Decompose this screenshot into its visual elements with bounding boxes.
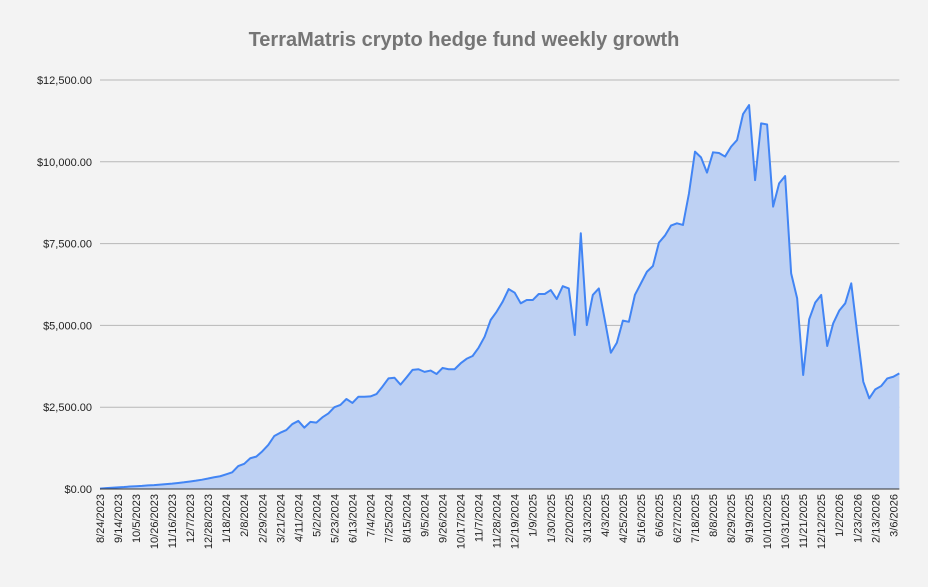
x-tick-label: 4/3/2025 <box>600 494 612 537</box>
x-tick-label: 10/26/2023 <box>149 494 161 549</box>
x-tick-label: 6/6/2025 <box>654 494 666 537</box>
x-tick-label: 9/19/2025 <box>744 494 756 543</box>
x-tick-label: 8/24/2023 <box>95 494 107 543</box>
x-tick-label: 1/23/2026 <box>852 494 864 543</box>
y-tick-label: $10,000.00 <box>37 157 92 169</box>
x-tick-label: 12/12/2025 <box>816 494 828 549</box>
x-tick-label: 11/28/2024 <box>492 494 504 548</box>
x-tick-label: 7/18/2025 <box>690 494 702 543</box>
x-tick-label: 3/13/2025 <box>582 494 594 543</box>
x-tick-label: 11/21/2025 <box>798 494 810 548</box>
y-tick-label: $7,500.00 <box>43 239 92 251</box>
x-tick-label: 9/5/2024 <box>420 494 432 537</box>
y-tick-label: $12,500.00 <box>37 75 92 87</box>
x-tick-label: 7/4/2024 <box>365 494 377 537</box>
area-fill <box>100 105 900 490</box>
x-tick-label: 3/21/2024 <box>275 494 287 543</box>
x-tick-label: 1/2/2026 <box>834 494 846 537</box>
series-line <box>99 104 900 490</box>
x-tick-label: 5/23/2024 <box>329 494 341 543</box>
x-tick-label: 12/28/2023 <box>203 494 215 549</box>
x-tick-label: 6/13/2024 <box>347 494 359 543</box>
x-tick-label: 10/31/2025 <box>780 494 792 549</box>
x-tick-label: 10/17/2024 <box>456 494 468 549</box>
x-tick-label: 1/30/2025 <box>546 494 558 543</box>
x-tick-label: 8/8/2025 <box>708 494 720 537</box>
x-tick-label: 12/7/2023 <box>185 494 197 543</box>
x-tick-label: 11/16/2023 <box>167 494 179 548</box>
x-tick-label: 3/6/2026 <box>888 494 900 537</box>
x-tick-label: 1/18/2024 <box>221 494 233 543</box>
x-tick-label: 9/26/2024 <box>438 494 450 543</box>
x-tick-label: 4/11/2024 <box>293 494 305 542</box>
x-tick-label: 5/2/2024 <box>311 494 323 537</box>
x-tick-label: 11/7/2024 <box>474 494 486 542</box>
chart-title: TerraMatris crypto hedge fund weekly gro… <box>248 29 680 51</box>
x-tick-label: 2/13/2026 <box>870 494 882 543</box>
x-tick-label: 5/16/2025 <box>636 494 648 543</box>
x-tick-label: 12/19/2024 <box>510 494 522 549</box>
x-tick-label: 6/27/2025 <box>672 494 684 543</box>
x-tick-label: 7/25/2024 <box>383 494 395 543</box>
x-tick-label: 8/29/2025 <box>726 494 738 543</box>
x-tick-label: 10/5/2023 <box>131 494 143 543</box>
x-tick-label: 2/8/2024 <box>239 494 251 537</box>
x-tick-label: 2/20/2025 <box>564 494 576 543</box>
x-tick-label: 4/25/2025 <box>618 494 630 543</box>
x-tick-label: 1/9/2025 <box>528 494 540 537</box>
x-tick-label: 9/14/2023 <box>113 494 125 543</box>
y-tick-label: $0.00 <box>64 484 92 496</box>
x-tick-label: 8/15/2024 <box>402 494 414 543</box>
y-tick-label: $5,000.00 <box>43 320 92 332</box>
x-tick-label: 10/10/2025 <box>762 494 774 549</box>
x-tick-label: 2/29/2024 <box>257 494 269 543</box>
y-tick-label: $2,500.00 <box>43 402 92 414</box>
